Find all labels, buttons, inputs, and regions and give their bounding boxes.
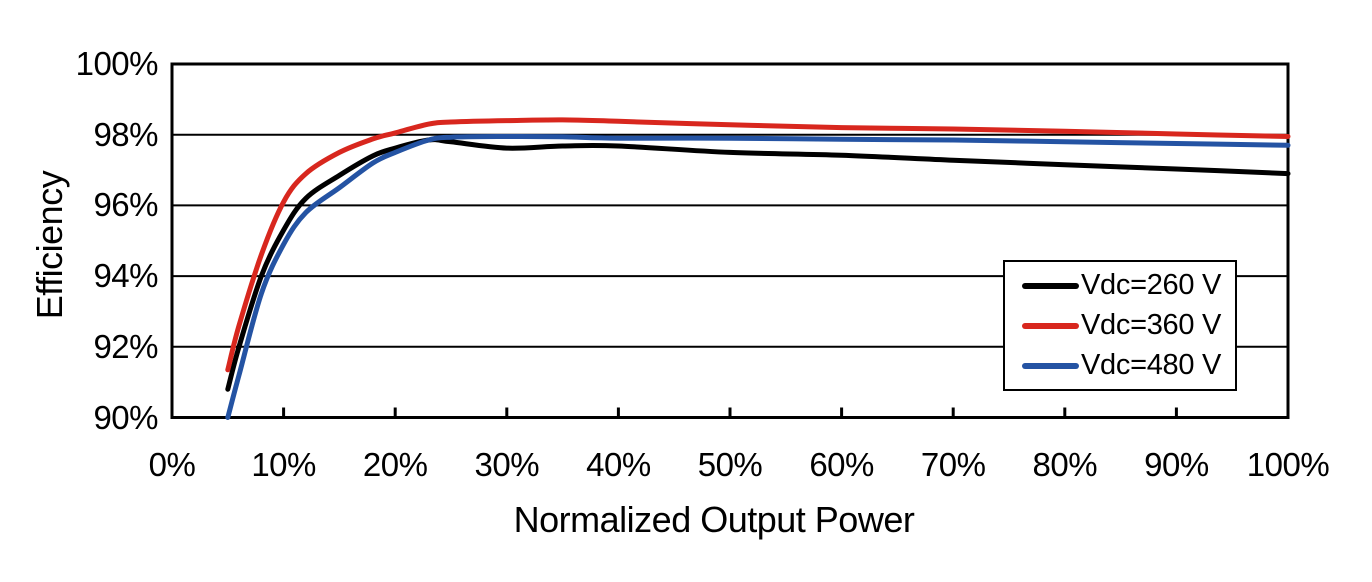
legend-line-sample-vdc-260-v xyxy=(1022,282,1079,289)
y-tick-label-100: 100% xyxy=(75,45,159,82)
plot-frame xyxy=(170,62,1290,419)
legend-line-sample-vdc-480-v xyxy=(1022,362,1079,369)
legend-label: Vdc=260 V xyxy=(1081,269,1221,301)
legend-item-vdc-360-v: Vdc=360 V xyxy=(1022,309,1235,342)
y-tick-label-94: 94% xyxy=(93,257,158,295)
x-tick-label-70: 70% xyxy=(920,446,986,483)
legend-line-sample-vdc-360-v xyxy=(1022,322,1079,329)
legend-item-vdc-480-v: Vdc=480 V xyxy=(1022,349,1235,382)
series-line-vdc-480-v xyxy=(225,133,1291,420)
y-tick-label-98: 98% xyxy=(93,115,158,153)
y-tick-label-90: 90% xyxy=(93,398,158,436)
legend: Vdc=260 V Vdc=360 V Vdc=480 V xyxy=(1003,260,1237,391)
y-tick-label-92: 92% xyxy=(93,327,158,365)
x-tick-label-20: 20% xyxy=(362,446,428,483)
y-tick-label-96: 96% xyxy=(93,186,158,224)
x-tick-label-30: 30% xyxy=(474,446,540,483)
legend-label: Vdc=480 V xyxy=(1081,349,1221,381)
series-line-vdc-260-v xyxy=(225,137,1291,392)
x-tick-label-10: 10% xyxy=(251,446,316,483)
series-line-vdc-360-v xyxy=(225,117,1291,373)
legend-label: Vdc=360 V xyxy=(1081,309,1221,341)
x-tick-label-100: 100% xyxy=(1246,446,1330,483)
x-axis-title: Normalized Output Power xyxy=(513,499,915,540)
x-tick-label-90: 90% xyxy=(1144,446,1209,483)
x-tick-label-50: 50% xyxy=(697,446,763,483)
x-tick-label-60: 60% xyxy=(809,446,874,483)
legend-item-vdc-260-v: Vdc=260 V xyxy=(1022,269,1235,302)
x-tick-label-80: 80% xyxy=(1032,446,1098,483)
x-tick-label-40: 40% xyxy=(586,446,651,483)
x-tick-label-0: 0% xyxy=(148,446,196,483)
